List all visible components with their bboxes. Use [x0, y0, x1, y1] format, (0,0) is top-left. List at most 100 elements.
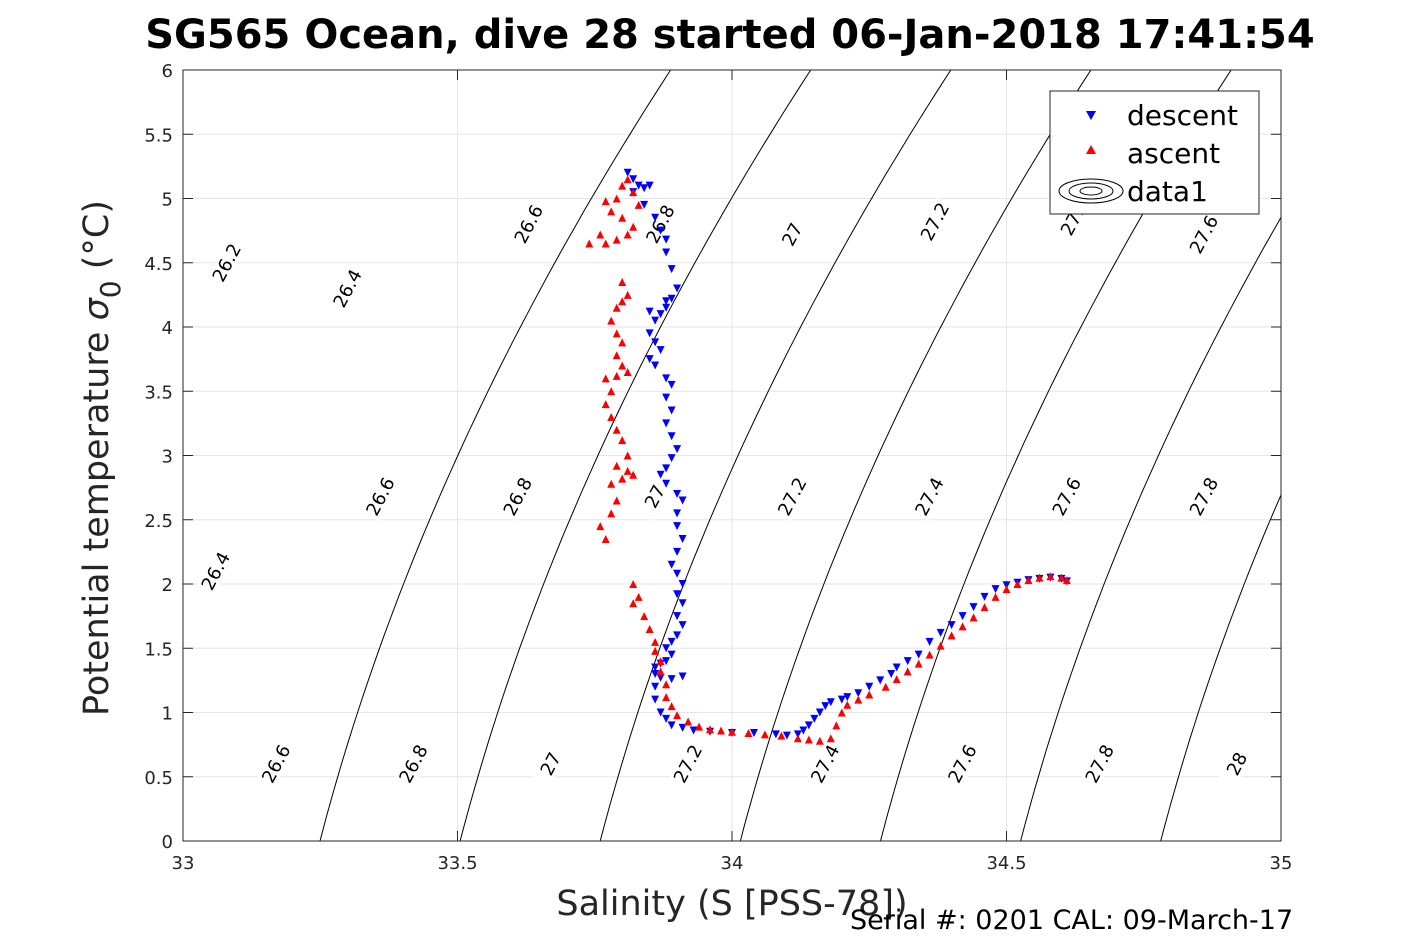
ascent-point — [634, 592, 643, 601]
legend-contour-marker — [1058, 178, 1124, 204]
descent-point — [826, 698, 835, 707]
ascent-point — [947, 631, 956, 640]
descent-point — [837, 695, 846, 704]
ascent-point — [623, 451, 632, 460]
ascent-point — [662, 693, 671, 702]
ascent-point — [629, 470, 638, 479]
ascent-point — [612, 329, 621, 338]
contour-label-bg — [1080, 739, 1119, 789]
ascent-point — [596, 522, 605, 531]
ascent-point — [673, 711, 682, 720]
ascent-point — [629, 599, 638, 608]
contour-label-bg — [943, 739, 982, 789]
ascent-point — [651, 637, 660, 646]
y-tick-label: 0.5 — [144, 768, 173, 789]
descent-point — [689, 726, 698, 735]
descent-point — [673, 590, 682, 599]
contour-label-bg — [509, 200, 549, 249]
contour-label-bg — [773, 472, 812, 521]
y-tick-label: 4 — [162, 318, 173, 339]
descent-point — [804, 721, 813, 730]
ascent-point — [612, 235, 621, 244]
ascent-point — [865, 690, 874, 699]
ascent-point — [601, 374, 610, 383]
descent-point — [673, 445, 682, 454]
y-tick-label: 1.5 — [144, 639, 173, 660]
y-tick-label: 6 — [162, 61, 173, 82]
y-tick-label: 5.5 — [144, 125, 173, 146]
ascent-point — [914, 659, 923, 668]
series-ascent — [585, 175, 1071, 745]
descent-point — [810, 714, 819, 723]
y-tick-label: 2.5 — [144, 511, 173, 532]
ascent-point — [596, 230, 605, 239]
ascent-point — [1046, 572, 1055, 581]
y-tick-label: 3.5 — [144, 382, 173, 403]
legend-descent-label: descent — [1127, 99, 1238, 132]
descent-point — [854, 689, 863, 698]
contour-label-bg — [498, 472, 538, 521]
isopycnal-lines — [319, 70, 1281, 841]
isopycnal-line — [739, 70, 1092, 841]
ascent-point — [618, 297, 627, 306]
descent-point — [645, 329, 654, 338]
ascent-point — [832, 721, 841, 730]
contour-label-bg — [1217, 739, 1257, 789]
descent-point — [673, 547, 682, 556]
x-tick-label: 33 — [172, 853, 195, 874]
ascent-point — [612, 194, 621, 203]
descent-point — [969, 603, 978, 612]
descent-point — [662, 479, 671, 488]
contour-label-bg — [531, 739, 570, 789]
ascent-point — [612, 351, 621, 360]
ascent-point — [744, 729, 753, 738]
x-tick-label: 34.5 — [986, 853, 1026, 874]
ascent-point — [607, 479, 616, 488]
ascent-point — [612, 371, 621, 380]
contour-label-bg — [1184, 210, 1224, 259]
descent-point — [656, 708, 665, 717]
descent-point — [815, 708, 824, 717]
descent-point — [662, 297, 671, 306]
descent-point — [673, 631, 682, 640]
ascent-point — [601, 197, 610, 206]
ascent-point — [601, 400, 610, 409]
ascent-point — [1062, 576, 1071, 585]
descent-point — [651, 682, 660, 691]
legend: descent ascent data1 — [1049, 90, 1260, 215]
ascent-point — [618, 213, 627, 222]
ascent-point — [969, 613, 978, 622]
series-descent — [623, 168, 1071, 740]
ascent-point — [706, 725, 715, 734]
descent-point — [651, 338, 660, 347]
ascent-point — [607, 387, 616, 396]
descent-point — [651, 316, 660, 325]
ascent-point — [612, 461, 621, 470]
ascent-point — [601, 239, 610, 248]
descent-point — [645, 307, 654, 316]
descent-point — [673, 490, 682, 499]
y-tick-label: 2 — [162, 575, 173, 596]
ascent-point — [623, 367, 632, 376]
descent-point — [623, 168, 632, 177]
descent-point — [821, 702, 830, 711]
descent-point — [662, 714, 671, 723]
descent-point — [634, 181, 643, 190]
descent-point — [667, 432, 676, 441]
density-contours — [319, 70, 1281, 841]
descent-point — [662, 419, 671, 428]
ascent-point — [618, 474, 627, 483]
y-tick-label: 4.5 — [144, 254, 173, 275]
descent-point — [958, 612, 967, 621]
descent-point — [662, 374, 671, 383]
contour-label-bg — [196, 546, 236, 596]
ascent-point — [667, 702, 676, 711]
isopycnal-line — [1160, 493, 1281, 841]
descent-point — [662, 464, 671, 473]
y-axis-label-main: Potential temperature — [77, 320, 117, 716]
ascent-point — [618, 361, 627, 370]
contour-label-bg — [394, 739, 433, 789]
chart-title: SG565 Ocean, dive 28 started 06-Jan-2018… — [145, 12, 1314, 58]
legend-data1-label: data1 — [1127, 175, 1208, 208]
